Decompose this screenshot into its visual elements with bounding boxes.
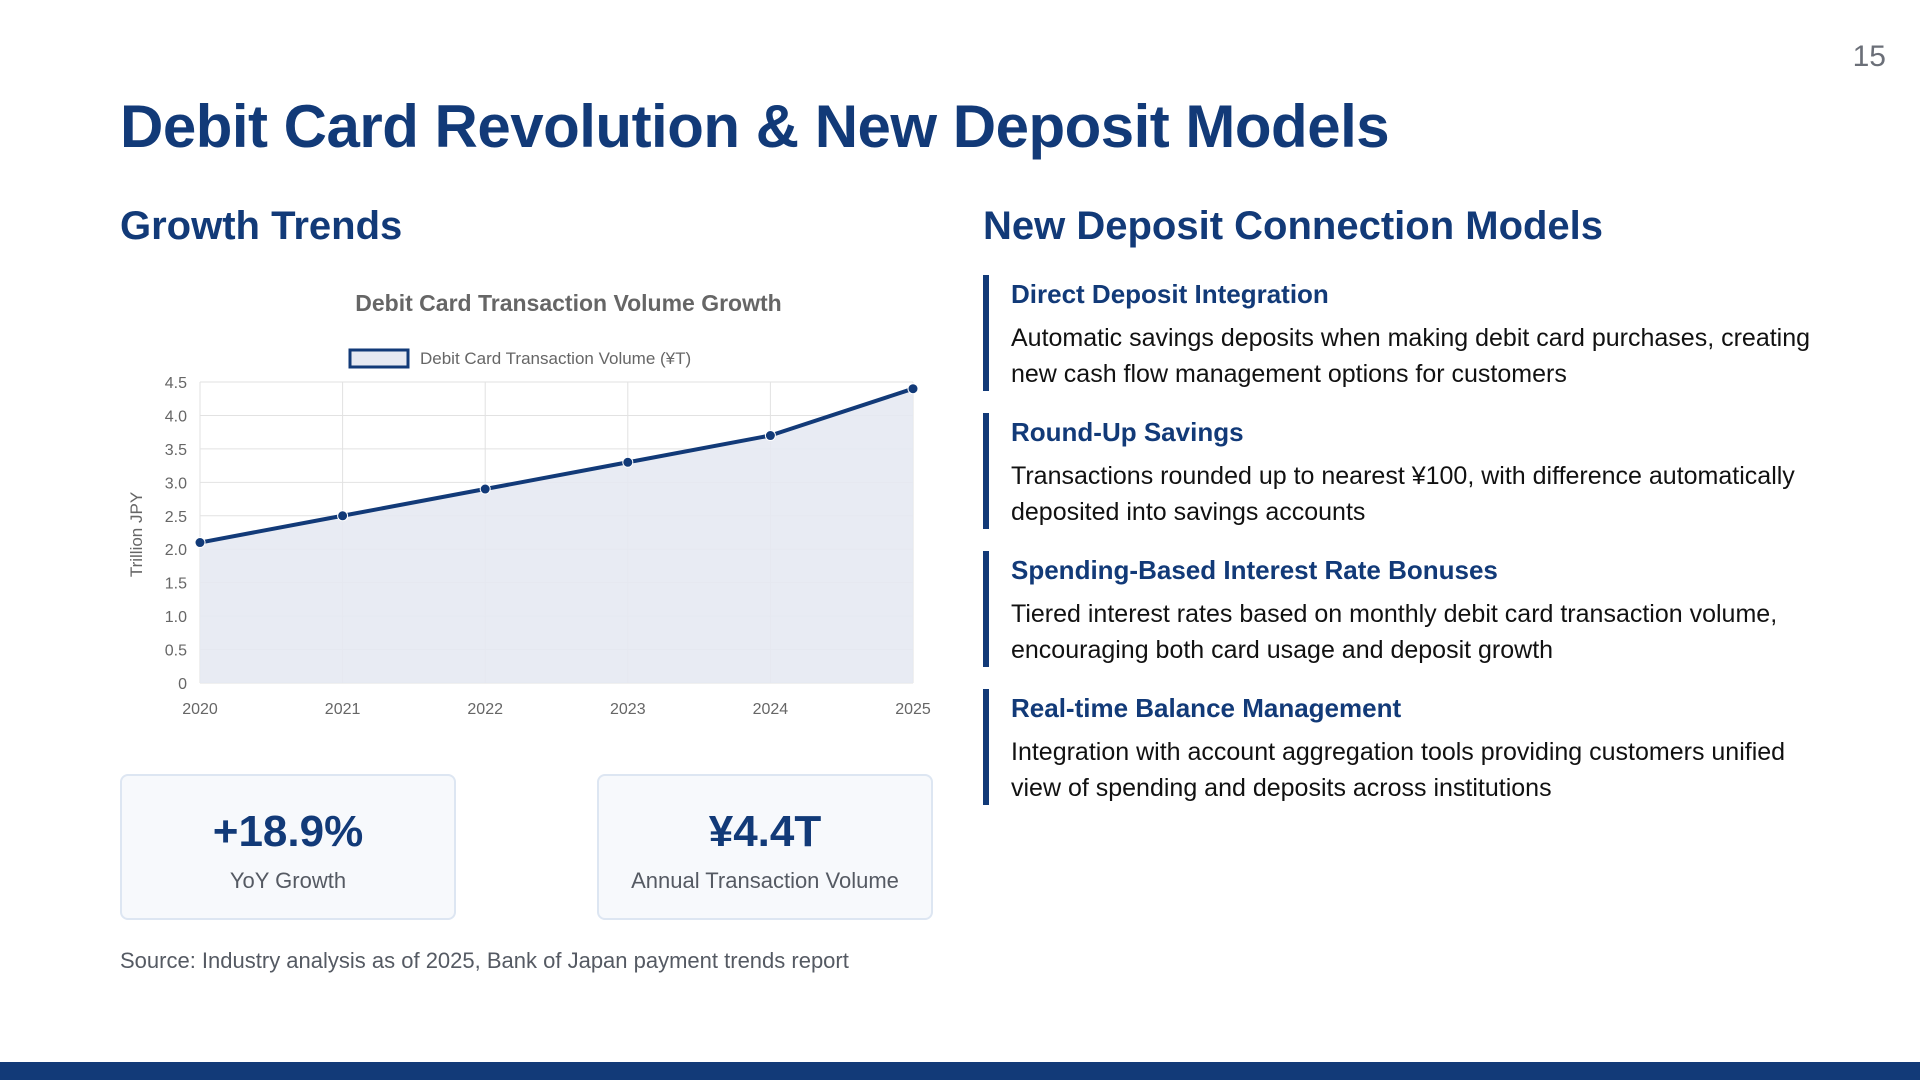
transaction-volume-chart: Debit Card Transaction Volume Growth Debi… [118, 280, 948, 730]
series-line [199, 386, 914, 545]
model-item-interest-bonus: Spending-Based Interest Rate Bonuses Tie… [983, 551, 1823, 667]
y-tick-label: 3.0 [165, 475, 187, 492]
y-tick-label: 0 [178, 676, 187, 693]
model-item-direct-deposit: Direct Deposit Integration Automatic sav… [983, 275, 1823, 391]
stat-label: YoY Growth [229, 868, 347, 893]
data-point [479, 483, 491, 495]
y-tick-label: 4.5 [165, 375, 187, 392]
model-title: Round-Up Savings [1011, 417, 1244, 447]
y-tick-label: 2.5 [165, 509, 187, 526]
footer-bar [0, 1062, 1920, 1080]
y-axis-label: Trillion JPY [127, 492, 146, 577]
series-area [200, 388, 913, 683]
data-point [337, 510, 349, 522]
y-tick-label: 0.5 [165, 643, 187, 660]
stat-value: +18.9% [212, 807, 364, 856]
stat-card-yoy-growth: +18.9% YoY Growth [120, 774, 456, 920]
stat-label: Annual Transaction Volume [631, 868, 899, 893]
chart-title: Debit Card Transaction Volume Growth [355, 290, 781, 316]
stat-value: ¥4.4T [708, 807, 822, 856]
y-tick-label: 3.5 [165, 442, 187, 459]
y-tick-label: 1.5 [165, 576, 187, 593]
y-tick-label: 1.0 [165, 609, 187, 626]
model-item-round-up: Round-Up Savings Transactions rounded up… [983, 413, 1823, 529]
model-title: Spending-Based Interest Rate Bonuses [1011, 555, 1498, 585]
slide-title: Debit Card Revolution & New Deposit Mode… [120, 93, 1390, 160]
page-number: 15 [1852, 40, 1886, 73]
x-tick-label: 2025 [895, 701, 931, 718]
growth-trends-heading: Growth Trends [120, 204, 403, 248]
x-tick-label: 2024 [753, 701, 789, 718]
x-tick-label: 2021 [325, 701, 361, 718]
model-item-balance-management: Real-time Balance Management Integration… [983, 689, 1823, 805]
y-tick-label: 4.0 [165, 408, 187, 425]
legend-swatch [348, 348, 410, 369]
model-description: Transactions rounded up to nearest ¥100,… [1011, 462, 1795, 527]
chart-canvas: Debit Card Transaction Volume Growth Debi… [127, 290, 931, 718]
data-point [622, 456, 634, 468]
model-title: Real-time Balance Management [1011, 693, 1402, 723]
x-tick-label: 2020 [182, 701, 218, 718]
deposit-models-heading: New Deposit Connection Models [983, 204, 1604, 248]
source-note: Source: Industry analysis as of 2025, Ba… [120, 948, 849, 973]
model-description: Integration with account aggregation too… [1011, 738, 1786, 803]
data-point [907, 383, 919, 395]
data-point [194, 537, 206, 549]
model-title: Direct Deposit Integration [1011, 279, 1329, 309]
legend-label: Debit Card Transaction Volume (¥T) [420, 349, 691, 368]
x-tick-label: 2022 [467, 701, 503, 718]
data-point [764, 430, 776, 442]
model-description: Tiered interest rates based on monthly d… [1011, 600, 1778, 665]
x-tick-label: 2023 [610, 701, 646, 718]
deposit-models-list: Direct Deposit Integration Automatic sav… [983, 275, 1823, 827]
model-description: Automatic savings deposits when making d… [1011, 324, 1811, 389]
y-tick-label: 2.0 [165, 542, 187, 559]
stat-card-annual-volume: ¥4.4T Annual Transaction Volume [597, 774, 933, 920]
